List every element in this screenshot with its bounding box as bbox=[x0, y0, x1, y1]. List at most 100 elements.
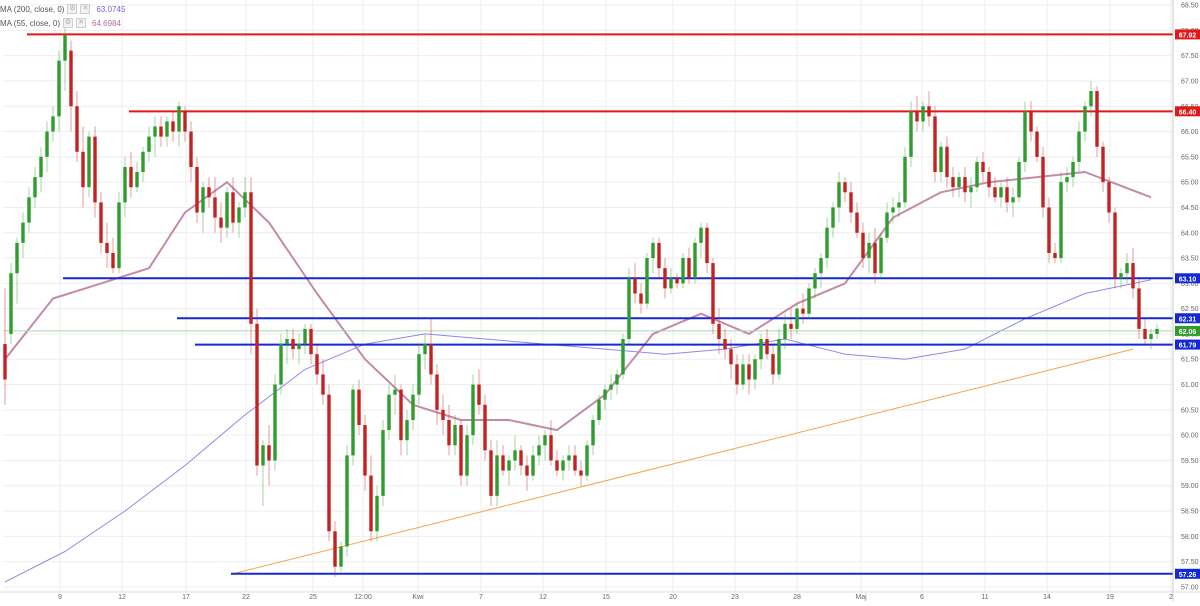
candle-body bbox=[387, 394, 391, 431]
candle-body bbox=[495, 455, 499, 496]
close-icon[interactable]: ✕ bbox=[80, 4, 91, 14]
candle-body bbox=[1137, 288, 1141, 329]
candle-body bbox=[183, 111, 187, 132]
candle-body bbox=[117, 202, 121, 269]
candle-body bbox=[723, 339, 727, 350]
candle-body bbox=[981, 161, 985, 173]
y-tick-label: 65.50 bbox=[1181, 154, 1199, 161]
candle-body bbox=[171, 121, 175, 132]
candle-body bbox=[687, 258, 691, 279]
candle-body bbox=[897, 202, 901, 208]
candle-body bbox=[27, 197, 31, 223]
candle-body bbox=[1113, 212, 1117, 279]
candle-body bbox=[321, 374, 325, 395]
x-tick-label: 9 bbox=[58, 594, 62, 601]
candle-body bbox=[339, 546, 343, 567]
candle-body bbox=[441, 409, 445, 420]
candle-body bbox=[453, 425, 457, 446]
candle-body bbox=[741, 364, 745, 385]
candle-body bbox=[363, 425, 367, 476]
y-tick-label: 66.00 bbox=[1181, 129, 1199, 136]
settings-icon[interactable]: ⚙ bbox=[63, 18, 74, 28]
y-tick-label: 58.00 bbox=[1181, 534, 1199, 541]
candle-body bbox=[933, 116, 937, 173]
candle-body bbox=[861, 232, 865, 259]
candle-body bbox=[1023, 111, 1027, 162]
price-tag bbox=[1175, 106, 1200, 117]
candle-body bbox=[195, 166, 199, 213]
candle-body bbox=[399, 389, 403, 441]
candle-body bbox=[1047, 207, 1051, 253]
close-icon[interactable]: ✕ bbox=[76, 18, 87, 28]
candle-body bbox=[663, 268, 667, 289]
price-tag-label: 66.40 bbox=[1179, 109, 1197, 116]
candle-body bbox=[429, 344, 433, 375]
y-tick-label: 64.50 bbox=[1181, 205, 1199, 212]
last-price-tag bbox=[1175, 325, 1200, 336]
candle-body bbox=[1089, 91, 1093, 107]
candle-body bbox=[507, 460, 511, 471]
candle-body bbox=[813, 273, 817, 289]
candle-body bbox=[711, 263, 715, 324]
candle-body bbox=[957, 177, 961, 188]
y-tick-label: 64.00 bbox=[1181, 230, 1199, 237]
y-tick-label: 59.00 bbox=[1181, 483, 1199, 490]
candle-body bbox=[519, 450, 523, 466]
candle-body bbox=[621, 339, 625, 375]
candle-body bbox=[375, 495, 379, 532]
candle-body bbox=[345, 455, 349, 547]
candle-body bbox=[1071, 161, 1075, 178]
candle-body bbox=[1029, 111, 1033, 132]
price-tag bbox=[1175, 29, 1200, 40]
y-tick-label: 63.50 bbox=[1181, 256, 1199, 263]
candle-body bbox=[219, 217, 223, 228]
candle-body bbox=[843, 182, 847, 193]
candle-body bbox=[753, 359, 757, 380]
candle-body bbox=[531, 455, 535, 476]
candle-body bbox=[597, 399, 601, 420]
settings-icon[interactable]: ⚙ bbox=[67, 4, 78, 14]
candle-body bbox=[1143, 328, 1147, 340]
x-tick-label: 25 bbox=[309, 594, 317, 601]
y-tick-label: 68.50 bbox=[1181, 3, 1199, 10]
candle-body bbox=[615, 374, 619, 385]
price-tag bbox=[1175, 313, 1200, 324]
candle-body bbox=[939, 146, 943, 173]
price-tag-label: 62.31 bbox=[1179, 316, 1197, 323]
candle-body bbox=[33, 177, 37, 198]
candle-body bbox=[327, 394, 331, 532]
y-tick-label: 61.50 bbox=[1181, 357, 1199, 364]
candle-body bbox=[9, 273, 13, 334]
candle-body bbox=[309, 328, 313, 355]
indicator-ma55-row: MA (55, close, 0) ⚙ ✕ 64.6984 bbox=[0, 17, 121, 29]
x-tick-label: 23 bbox=[731, 594, 739, 601]
candle-body bbox=[915, 111, 919, 122]
candle-body bbox=[831, 207, 835, 228]
price-tag-label: 67.92 bbox=[1179, 32, 1197, 39]
candle-body bbox=[459, 425, 463, 476]
candle-body bbox=[789, 323, 793, 329]
candle-body bbox=[837, 182, 841, 208]
candle-body bbox=[699, 227, 703, 243]
candle-body bbox=[297, 344, 301, 350]
candle-body bbox=[3, 344, 7, 380]
candle-body bbox=[669, 278, 673, 289]
ma200-line bbox=[4, 279, 1152, 583]
candle-body bbox=[945, 146, 949, 178]
candle-body bbox=[21, 222, 25, 243]
candle-body bbox=[303, 328, 307, 345]
candle-body bbox=[1059, 182, 1063, 259]
candle-body bbox=[135, 172, 139, 188]
candle-body bbox=[783, 323, 787, 340]
x-tick-label: 12 bbox=[118, 594, 126, 601]
y-tick-label: 57.00 bbox=[1181, 584, 1199, 591]
candle-body bbox=[879, 237, 883, 274]
candle-body bbox=[489, 450, 493, 496]
y-tick-label: 61.00 bbox=[1181, 382, 1199, 389]
candle-body bbox=[261, 445, 265, 466]
candle-body bbox=[855, 212, 859, 233]
candle-body bbox=[627, 278, 631, 340]
candle-body bbox=[639, 293, 643, 304]
